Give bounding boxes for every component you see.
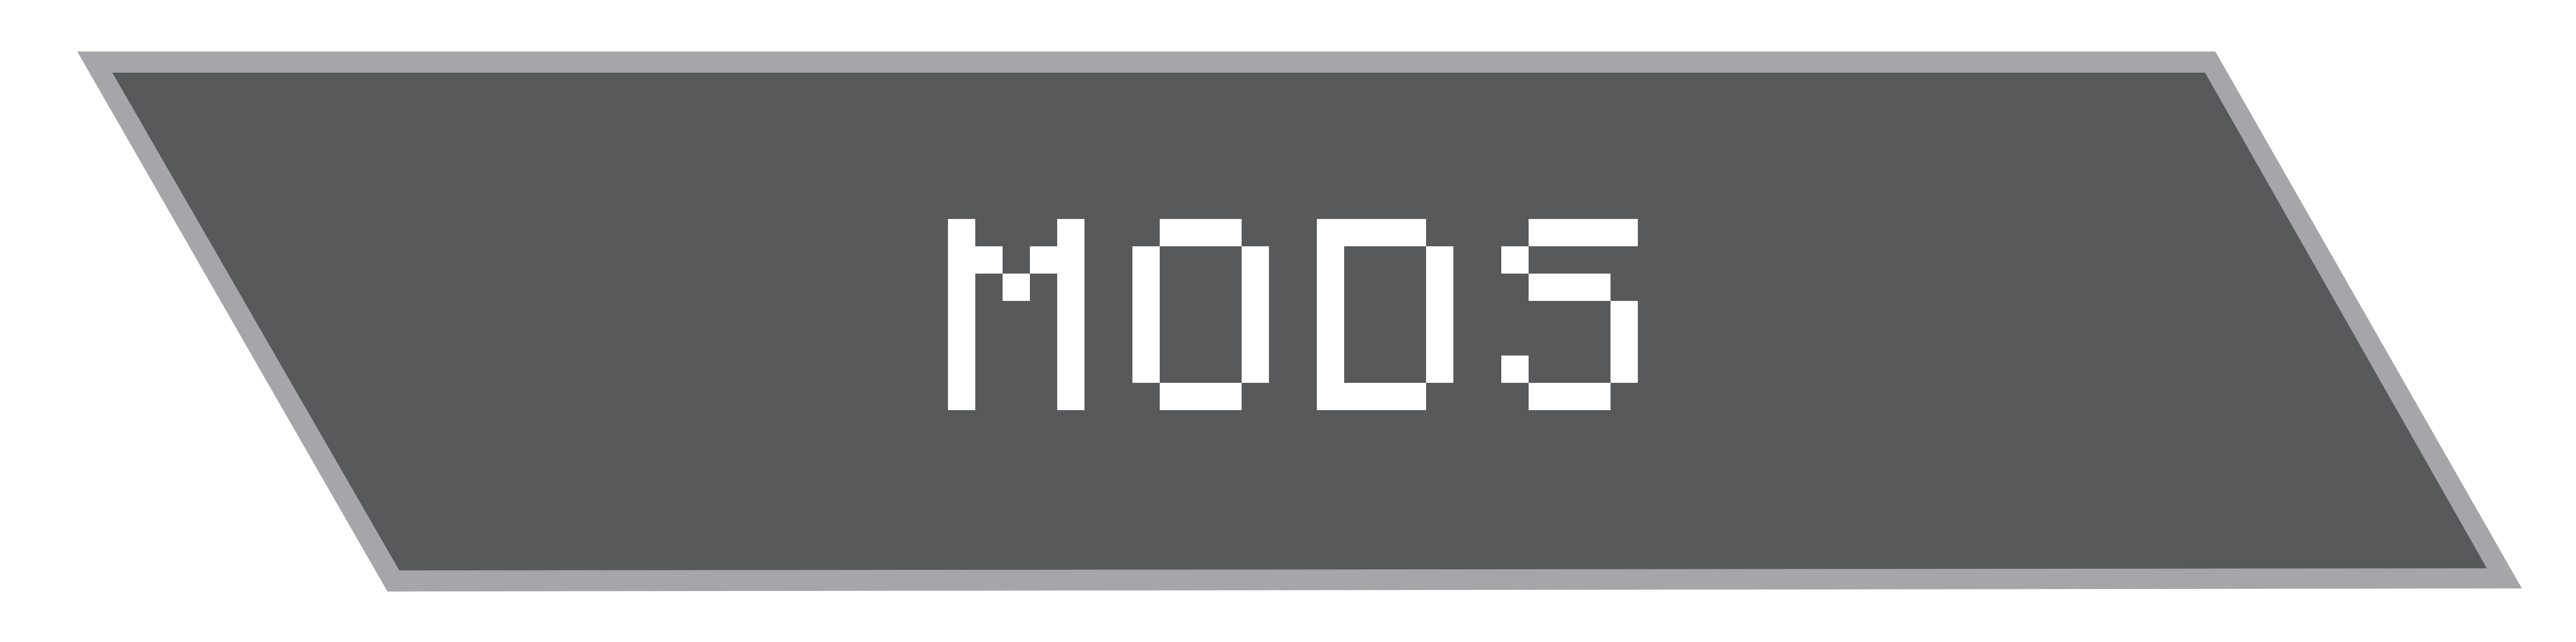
label-pixel-m — [1057, 301, 1084, 328]
label-pixel-m — [948, 328, 975, 356]
label-pixel-m — [1057, 328, 1084, 356]
label-pixel-m — [1057, 274, 1084, 301]
label-pixel-d — [1344, 219, 1371, 246]
label-pixel-s — [1501, 246, 1529, 274]
label-pixel-d — [1399, 219, 1426, 246]
label-pixel-s — [1611, 301, 1638, 328]
label-pixel-s — [1611, 219, 1638, 246]
label-pixel-m — [1030, 246, 1057, 274]
label-pixel-s — [1529, 219, 1556, 246]
label-pixel-d — [1399, 383, 1426, 410]
label-pixel-m — [1057, 246, 1084, 274]
label-pixel-m — [1003, 274, 1030, 301]
label-pixel-m — [948, 383, 975, 410]
label-pixel-o — [1160, 383, 1187, 410]
label-pixel-m — [948, 301, 975, 328]
label-pixel-d — [1426, 328, 1453, 356]
label-pixel-d — [1317, 356, 1344, 383]
label-pixel-d — [1371, 219, 1399, 246]
label-pixel-o — [1187, 219, 1214, 246]
label-pixel-o — [1214, 383, 1242, 410]
label-pixel-s — [1556, 383, 1583, 410]
label-pixel-s — [1583, 383, 1611, 410]
label-pixel-s — [1583, 274, 1611, 301]
button-label-pixels — [948, 219, 1638, 410]
label-pixel-m — [948, 219, 975, 246]
label-pixel-o — [1187, 383, 1214, 410]
label-pixel-o — [1132, 356, 1160, 383]
label-pixel-o — [1242, 328, 1269, 356]
label-pixel-o — [1242, 301, 1269, 328]
label-pixel-s — [1611, 356, 1638, 383]
label-pixel-o — [1242, 274, 1269, 301]
label-pixel-s — [1556, 219, 1583, 246]
label-pixel-d — [1426, 274, 1453, 301]
label-pixel-m — [1057, 356, 1084, 383]
label-pixel-o — [1132, 246, 1160, 274]
label-pixel-d — [1426, 246, 1453, 274]
label-pixel-d — [1426, 301, 1453, 328]
label-pixel-d — [1317, 274, 1344, 301]
label-pixel-m — [948, 356, 975, 383]
label-pixel-d — [1317, 301, 1344, 328]
label-pixel-s — [1583, 219, 1611, 246]
label-pixel-o — [1214, 219, 1242, 246]
label-pixel-m — [975, 246, 1003, 274]
label-pixel-d — [1317, 219, 1344, 246]
label-pixel-s — [1611, 328, 1638, 356]
label-pixel-d — [1317, 383, 1344, 410]
label-pixel-m — [1057, 219, 1084, 246]
label-pixel-d — [1426, 356, 1453, 383]
label-pixel-m — [948, 246, 975, 274]
label-pixel-s — [1529, 383, 1556, 410]
label-pixel-o — [1132, 301, 1160, 328]
label-pixel-o — [1132, 274, 1160, 301]
label-pixel-d — [1371, 383, 1399, 410]
label-pixel-m — [948, 274, 975, 301]
label-pixel-s — [1556, 274, 1583, 301]
label-pixel-d — [1317, 246, 1344, 274]
label-pixel-s — [1501, 356, 1529, 383]
label-pixel-o — [1132, 328, 1160, 356]
label-pixel-o — [1242, 246, 1269, 274]
label-pixel-s — [1529, 274, 1556, 301]
button-fill — [112, 73, 2487, 570]
label-pixel-m — [1057, 383, 1084, 410]
label-pixel-o — [1160, 219, 1187, 246]
label-pixel-d — [1344, 383, 1371, 410]
label-pixel-o — [1242, 356, 1269, 383]
label-pixel-d — [1317, 328, 1344, 356]
